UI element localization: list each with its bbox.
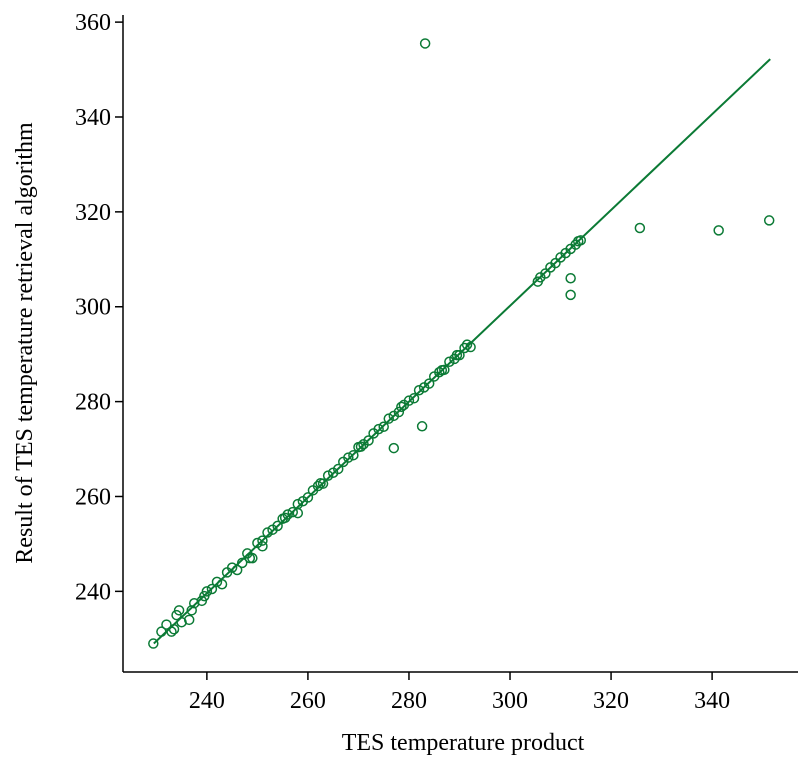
x-tick-label: 320 bbox=[593, 688, 629, 714]
y-tick-label: 320 bbox=[75, 200, 111, 226]
scatter-point bbox=[186, 605, 197, 616]
scatter-point bbox=[454, 349, 465, 361]
y-tick-label: 280 bbox=[75, 390, 111, 416]
scatter-point bbox=[272, 520, 283, 532]
scatter-point bbox=[439, 364, 450, 376]
scatter-point bbox=[419, 38, 431, 49]
scatter-point bbox=[247, 552, 258, 564]
scatter-point bbox=[423, 378, 435, 389]
scatter-point bbox=[713, 225, 724, 236]
scatter-point bbox=[211, 576, 223, 588]
scatter-point bbox=[459, 342, 470, 354]
scatter-point bbox=[216, 578, 228, 590]
x-tick-label: 340 bbox=[694, 688, 730, 714]
scatter-point bbox=[540, 268, 551, 279]
scatter-point bbox=[413, 384, 425, 396]
scatter-point bbox=[231, 564, 243, 576]
scatter-point bbox=[166, 626, 177, 637]
x-tick-label: 300 bbox=[492, 688, 528, 714]
scatter-point bbox=[156, 626, 167, 637]
scatter-point bbox=[257, 541, 268, 552]
scatter-point bbox=[317, 478, 329, 489]
scatter-point bbox=[408, 393, 420, 404]
scatter-point bbox=[279, 512, 291, 524]
scatter-point bbox=[312, 480, 324, 492]
scatter-point bbox=[226, 562, 238, 573]
scatter-point bbox=[378, 421, 389, 433]
scatter-point bbox=[634, 222, 646, 234]
scatter-point bbox=[373, 423, 384, 435]
scatter-point bbox=[763, 215, 775, 226]
scatter-point bbox=[396, 401, 407, 413]
scatter-point bbox=[348, 449, 359, 461]
scatter-point bbox=[262, 527, 273, 538]
scatter-point bbox=[176, 616, 187, 628]
scatter-point bbox=[393, 406, 405, 418]
scatter-point bbox=[388, 442, 400, 454]
scatter-point bbox=[188, 597, 200, 609]
scatter-point bbox=[161, 619, 172, 630]
scatter-point bbox=[363, 435, 374, 446]
scatter-point bbox=[257, 535, 268, 546]
y-tick-label: 260 bbox=[75, 484, 111, 510]
x-tick-label: 240 bbox=[189, 688, 225, 714]
scatter-point bbox=[575, 235, 586, 246]
scatter-point bbox=[322, 470, 334, 481]
scatter-point bbox=[206, 583, 218, 595]
y-axis-label: Result of TES temperature retrieval algo… bbox=[12, 122, 38, 564]
scatter-point bbox=[465, 341, 476, 353]
scatter-point bbox=[332, 463, 344, 475]
scatter-point bbox=[282, 509, 293, 520]
scatter-point bbox=[287, 506, 299, 518]
scatter-point bbox=[173, 605, 185, 616]
scatter-point bbox=[236, 557, 248, 569]
scatter-point bbox=[383, 413, 395, 424]
scatter-point bbox=[183, 614, 195, 626]
scatter-point bbox=[302, 492, 314, 503]
y-tick-label: 360 bbox=[75, 10, 111, 36]
scatter-point bbox=[434, 366, 445, 378]
scatter-point bbox=[201, 586, 213, 597]
x-tick-label: 260 bbox=[290, 688, 326, 714]
scatter-point bbox=[292, 507, 304, 519]
y-tick-label: 300 bbox=[75, 295, 111, 321]
scatter-point bbox=[355, 441, 367, 452]
x-axis-label: TES temperature product bbox=[342, 730, 585, 756]
scatter-point bbox=[444, 356, 455, 368]
y-tick-label: 340 bbox=[75, 105, 111, 131]
scatter-point bbox=[403, 395, 415, 406]
scatter-point bbox=[168, 624, 180, 635]
scatter-point bbox=[416, 421, 428, 432]
scatter-point bbox=[565, 289, 576, 301]
scatter-point bbox=[148, 638, 159, 649]
scatter-point bbox=[565, 273, 576, 284]
y-tick-label: 240 bbox=[75, 579, 111, 605]
x-tick-label: 280 bbox=[391, 688, 427, 714]
scatter-point bbox=[343, 452, 354, 463]
